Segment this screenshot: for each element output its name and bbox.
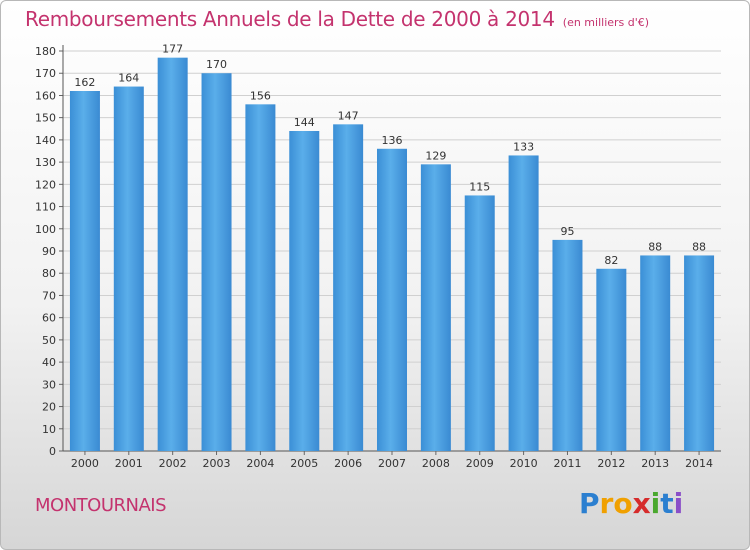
logo-letter: i	[650, 487, 661, 520]
logo-letter: x	[632, 487, 651, 520]
x-tick-label: 2005	[290, 457, 318, 470]
x-tick-label: 2002	[159, 457, 187, 470]
value-label-2009: 115	[469, 180, 490, 193]
y-tick-label: 180	[35, 45, 56, 58]
x-tick-label: 2012	[597, 457, 625, 470]
bar-2000	[69, 91, 100, 451]
bar-2014	[684, 255, 715, 451]
bar-2004	[245, 104, 276, 451]
value-label-2014: 88	[692, 240, 706, 253]
y-tick-label: 110	[35, 201, 56, 214]
bar-2009	[464, 195, 495, 451]
x-tick-label: 2011	[553, 457, 581, 470]
x-tick-label: 2000	[71, 457, 99, 470]
unit-label: (en milliers d'€)	[562, 16, 650, 29]
x-tick-label: 2009	[466, 457, 494, 470]
y-tick-label: 30	[42, 378, 56, 391]
axes: 0 10 20 30 40 50 60 70 80 90 100 110 120 130 140 150 160…	[35, 45, 721, 470]
commune-name: MONTOURNAIS	[35, 495, 167, 516]
value-label-2003: 170	[206, 58, 227, 71]
value-label-2001: 164	[118, 72, 139, 85]
bar-2003	[201, 73, 232, 451]
y-tick-label: 80	[42, 267, 56, 280]
logo-letter: P	[579, 487, 600, 520]
bar-2001	[113, 86, 144, 452]
y-tick-label: 10	[42, 423, 56, 436]
x-tick-label: 2010	[510, 457, 538, 470]
y-tick-label: 170	[35, 67, 56, 80]
value-label-2010: 133	[513, 140, 534, 153]
logo-letter: o	[613, 487, 633, 520]
data-labels: 162 164 177 170 156 144 147 136 129 115 133 95 82 88 8…	[74, 43, 706, 267]
bar-2011	[552, 239, 583, 451]
bar-2007	[377, 148, 407, 451]
proxiti-logo: Proxiti	[579, 487, 683, 520]
value-label-2007: 136	[382, 134, 403, 147]
bar-2006	[333, 124, 364, 451]
bar-2010	[508, 155, 539, 451]
y-tick-label: 120	[35, 178, 56, 191]
x-tick-label: 2013	[641, 457, 669, 470]
y-tick-label: 100	[35, 223, 56, 236]
bars	[69, 57, 715, 452]
value-label-2011: 95	[560, 225, 574, 238]
y-tick-label: 20	[42, 401, 56, 414]
logo-letter: r	[599, 487, 614, 520]
value-label-2002: 177	[162, 43, 183, 56]
y-tick-label: 70	[42, 289, 56, 302]
value-label-2006: 147	[338, 109, 359, 122]
bar-2013	[640, 255, 671, 451]
bar-2002	[157, 57, 188, 452]
y-tick-label: 60	[42, 312, 56, 325]
y-tick-label: 40	[42, 356, 56, 369]
x-tick-label: 2001	[115, 457, 143, 470]
y-tick-label: 140	[35, 134, 56, 147]
value-label-2004: 156	[250, 89, 271, 102]
y-tick-label: 50	[42, 334, 56, 347]
value-label-2013: 88	[648, 240, 662, 253]
value-label-2012: 82	[604, 254, 618, 267]
chart-title-block: Remboursements Annuels de la Dette de 20…	[25, 7, 649, 31]
bar-2008	[420, 164, 451, 452]
value-label-2005: 144	[294, 116, 315, 129]
y-tick-label: 90	[42, 245, 56, 258]
chart-title: Remboursements Annuels de la Dette de 20…	[25, 7, 555, 31]
x-tick-label: 2006	[334, 457, 362, 470]
x-tick-label: 2014	[685, 457, 713, 470]
x-tick-label: 2007	[378, 457, 406, 470]
y-tick-label: 160	[35, 89, 56, 102]
x-tick-label: 2004	[246, 457, 274, 470]
y-tick-label: 130	[35, 156, 56, 169]
y-tick-label: 150	[35, 112, 56, 125]
bar-2012	[596, 268, 627, 451]
x-tick-label: 2008	[422, 457, 450, 470]
x-tick-label: 2003	[203, 457, 231, 470]
y-tick-label: 0	[49, 445, 56, 458]
bar-2005	[289, 131, 320, 451]
logo-letter: i	[673, 487, 684, 520]
logo-letter: t	[660, 487, 674, 520]
value-label-2008: 129	[425, 149, 446, 162]
value-label-2000: 162	[74, 76, 95, 89]
